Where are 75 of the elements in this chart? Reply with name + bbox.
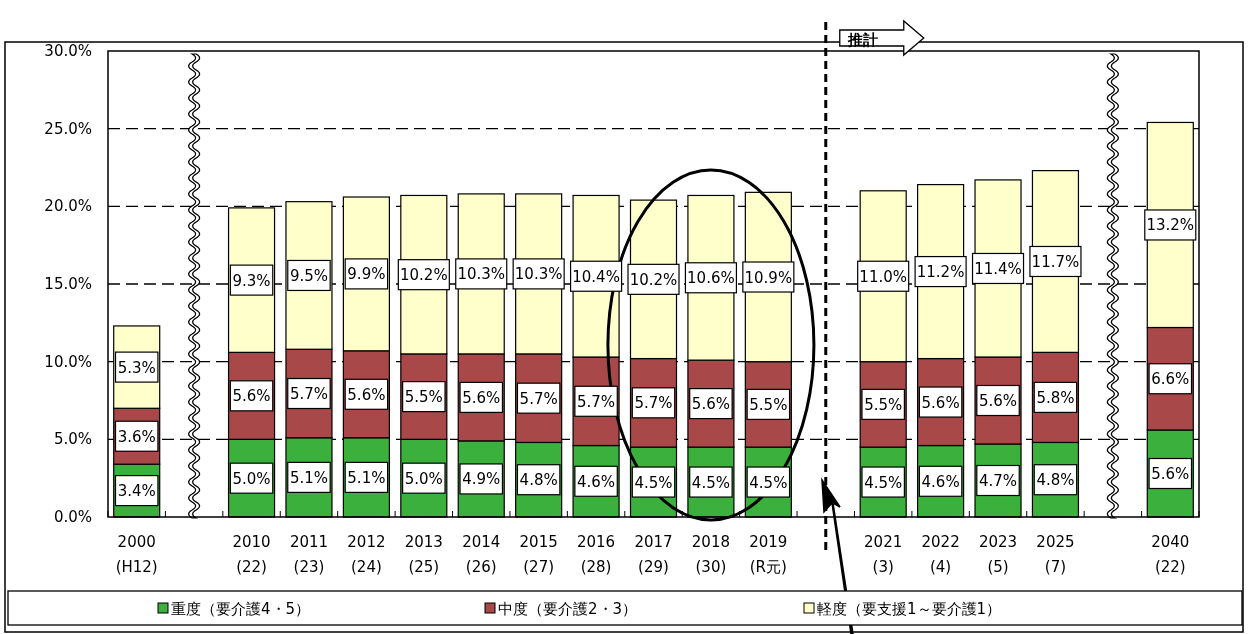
data-label: 13.2%: [1146, 216, 1195, 235]
data-label: 9.5%: [289, 266, 329, 285]
data-label: 4.6%: [577, 472, 616, 491]
text: 推計: [846, 31, 878, 49]
data-label: 5.6%: [232, 387, 271, 406]
data-label: 5.5%: [749, 395, 788, 414]
x-tick-label: 2017 (29): [634, 533, 673, 576]
x-tick-label: 2022 (4): [921, 533, 960, 576]
y-tick-label: 25.0%: [44, 119, 92, 138]
data-label: 4.5%: [864, 473, 903, 492]
data-label: 10.3%: [457, 265, 506, 284]
x-tick-label: 2015 (27): [519, 533, 558, 576]
data-label: 5.1%: [347, 468, 386, 487]
x-tick-label: 2016 (28): [576, 533, 616, 576]
data-label: 4.6%: [921, 472, 960, 491]
data-label: 5.6%: [1151, 465, 1190, 484]
data-label: 5.7%: [289, 385, 329, 404]
y-tick-label: 0.0%: [53, 508, 92, 526]
data-label: 5.6%: [978, 392, 1018, 410]
data-label: 10.4%: [572, 267, 620, 286]
data-label: 5.0%: [404, 469, 443, 488]
data-label: 4.7%: [978, 472, 1018, 490]
x-tick-label: 2012 (24): [347, 533, 386, 576]
data-label: 10.3%: [514, 265, 563, 284]
x-tick-label: 2023 (5): [978, 533, 1018, 576]
data-label: 5.6%: [462, 388, 501, 407]
x-tick-label: 2025 (7): [1036, 533, 1075, 576]
x-tick-label: 2011 (23): [289, 533, 329, 576]
data-label: 10.2%: [629, 270, 678, 289]
data-label: 5.7%: [634, 394, 673, 413]
data-label: 10.6%: [687, 269, 735, 288]
data-label: 5.3%: [117, 358, 156, 377]
data-label: 5.6%: [347, 385, 386, 404]
data-label: 11.4%: [974, 259, 1022, 278]
data-label: 5.5%: [404, 388, 443, 407]
legend-label: 軽度（要支援1～要介護1）: [817, 600, 1002, 618]
y-tick-label: 30.0%: [44, 42, 92, 60]
x-tick-label: 2040 (22): [1151, 533, 1190, 576]
data-label: 9.3%: [232, 271, 271, 290]
data-label: 11.7%: [1031, 252, 1080, 271]
x-tick-label: 2010 (22): [232, 533, 271, 576]
data-label: 10.2%: [399, 266, 448, 285]
data-label: 4.5%: [691, 473, 730, 492]
data-label: 5.1%: [289, 468, 329, 487]
data-label: 3.6%: [117, 427, 156, 446]
data-label: 6.6%: [1151, 370, 1190, 389]
x-tick-label: 2021 (3): [864, 533, 903, 576]
data-label: 5.7%: [577, 392, 616, 411]
data-label: 11.2%: [916, 263, 965, 282]
data-label: 4.8%: [519, 471, 558, 490]
data-label: 4.8%: [1036, 471, 1075, 490]
data-label: 4.5%: [634, 473, 673, 492]
data-label: 5.6%: [921, 393, 960, 412]
legend-label: 中度（要介護2・3）: [498, 600, 638, 618]
y-tick-label: 15.0%: [44, 275, 92, 293]
x-tick-label: 2013 (25): [404, 533, 443, 576]
data-label: 5.8%: [1036, 388, 1075, 407]
data-label: 10.9%: [744, 268, 793, 287]
legend-label: 重度（要介護4・5）: [171, 600, 311, 618]
data-label: 4.9%: [462, 470, 501, 489]
data-label: 5.5%: [864, 395, 903, 414]
data-label: 3.4%: [117, 482, 156, 501]
x-tick-label: 2019 (R元): [749, 533, 788, 576]
y-tick-label: 10.0%: [44, 352, 92, 371]
x-tick-label: 2018 (30): [691, 533, 731, 576]
y-tick-label: 5.0%: [53, 430, 92, 449]
data-label: 5.7%: [519, 389, 558, 408]
x-tick-label: 2000 (H12): [115, 533, 158, 576]
data-label: 9.9%: [347, 265, 386, 284]
data-label: 11.0%: [859, 267, 908, 286]
x-tick-label: 2014 (26): [462, 533, 501, 576]
data-label: 4.5%: [749, 473, 788, 492]
data-label: 5.0%: [232, 469, 271, 488]
y-tick-label: 20.0%: [44, 197, 92, 216]
data-label: 5.6%: [691, 395, 730, 414]
